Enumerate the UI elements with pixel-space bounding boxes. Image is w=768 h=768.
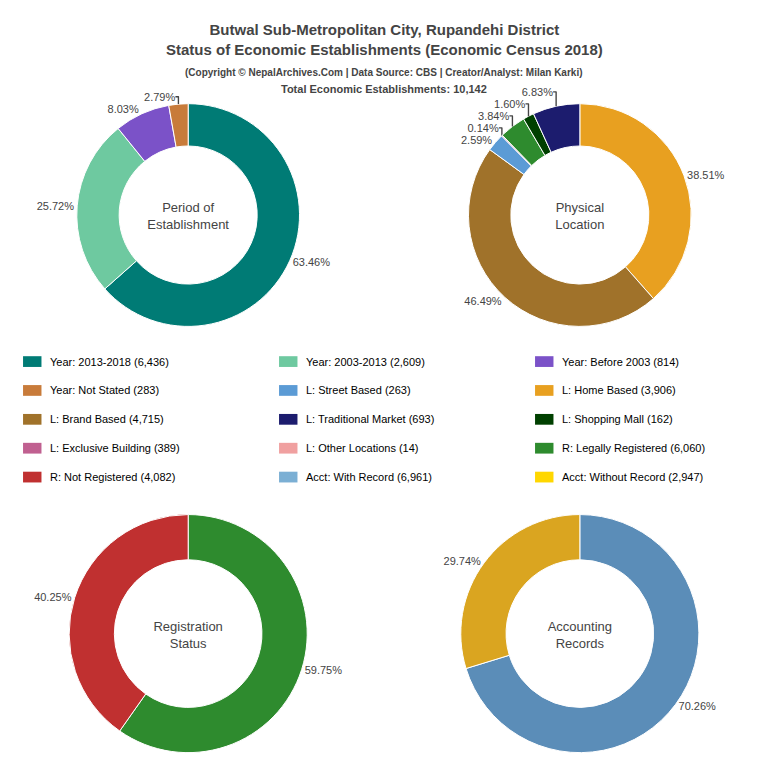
svg-text:29.74%: 29.74% — [444, 555, 482, 567]
svg-text:L: Traditional Market (693): L: Traditional Market (693) — [306, 413, 434, 425]
svg-text:L: Street Based (263): L: Street Based (263) — [306, 384, 411, 396]
svg-text:2.79%: 2.79% — [144, 91, 175, 103]
svg-text:L: Brand Based (4,715): L: Brand Based (4,715) — [50, 413, 164, 425]
svg-text:Year: 2013-2018 (6,436): Year: 2013-2018 (6,436) — [50, 356, 169, 368]
svg-text:Total Economic Establishments:: Total Economic Establishments: 10,142 — [281, 83, 487, 95]
svg-text:25.72%: 25.72% — [37, 200, 75, 212]
svg-text:RegistrationStatus: RegistrationStatus — [153, 619, 222, 651]
svg-text:8.03%: 8.03% — [108, 103, 139, 115]
svg-text:63.46%: 63.46% — [293, 256, 331, 268]
svg-text:1.60%: 1.60% — [494, 98, 525, 110]
svg-text:L: Other Locations (14): L: Other Locations (14) — [306, 442, 419, 454]
svg-text:3.84%: 3.84% — [478, 110, 509, 122]
svg-text:70.26%: 70.26% — [679, 700, 717, 712]
svg-text:38.51%: 38.51% — [687, 169, 725, 181]
svg-text:Year: Not Stated (283): Year: Not Stated (283) — [50, 384, 159, 396]
svg-text:6.83%: 6.83% — [522, 86, 553, 98]
svg-text:L: Shopping Mall (162): L: Shopping Mall (162) — [562, 413, 673, 425]
svg-text:Butwal Sub-Metropolitan City,: Butwal Sub-Metropolitan City, Rupandehi … — [166, 21, 603, 58]
svg-text:Acct: With Record (6,961): Acct: With Record (6,961) — [306, 471, 432, 483]
svg-text:(Copyright © NepalArchives.Com: (Copyright © NepalArchives.Com | Data So… — [185, 67, 583, 78]
svg-text:Acct: Without Record (2,947): Acct: Without Record (2,947) — [562, 471, 703, 483]
svg-text:L: Exclusive Building (389): L: Exclusive Building (389) — [50, 442, 180, 454]
svg-text:40.25%: 40.25% — [34, 591, 72, 603]
svg-text:59.75%: 59.75% — [305, 664, 343, 676]
svg-text:PhysicalLocation: PhysicalLocation — [555, 200, 604, 232]
svg-text:Year: Before 2003 (814): Year: Before 2003 (814) — [562, 356, 679, 368]
svg-text:L: Home Based (3,906): L: Home Based (3,906) — [562, 384, 676, 396]
svg-text:Period ofEstablishment: Period ofEstablishment — [147, 200, 229, 232]
svg-text:AccountingRecords: AccountingRecords — [548, 619, 612, 651]
svg-text:46.49%: 46.49% — [464, 295, 502, 307]
svg-text:R: Not Registered (4,082): R: Not Registered (4,082) — [50, 471, 175, 483]
svg-text:2.59%: 2.59% — [461, 134, 492, 146]
svg-text:Year: 2003-2013 (2,609): Year: 2003-2013 (2,609) — [306, 356, 425, 368]
svg-text:0.14%: 0.14% — [467, 122, 498, 134]
svg-text:R: Legally Registered (6,060): R: Legally Registered (6,060) — [562, 442, 705, 454]
